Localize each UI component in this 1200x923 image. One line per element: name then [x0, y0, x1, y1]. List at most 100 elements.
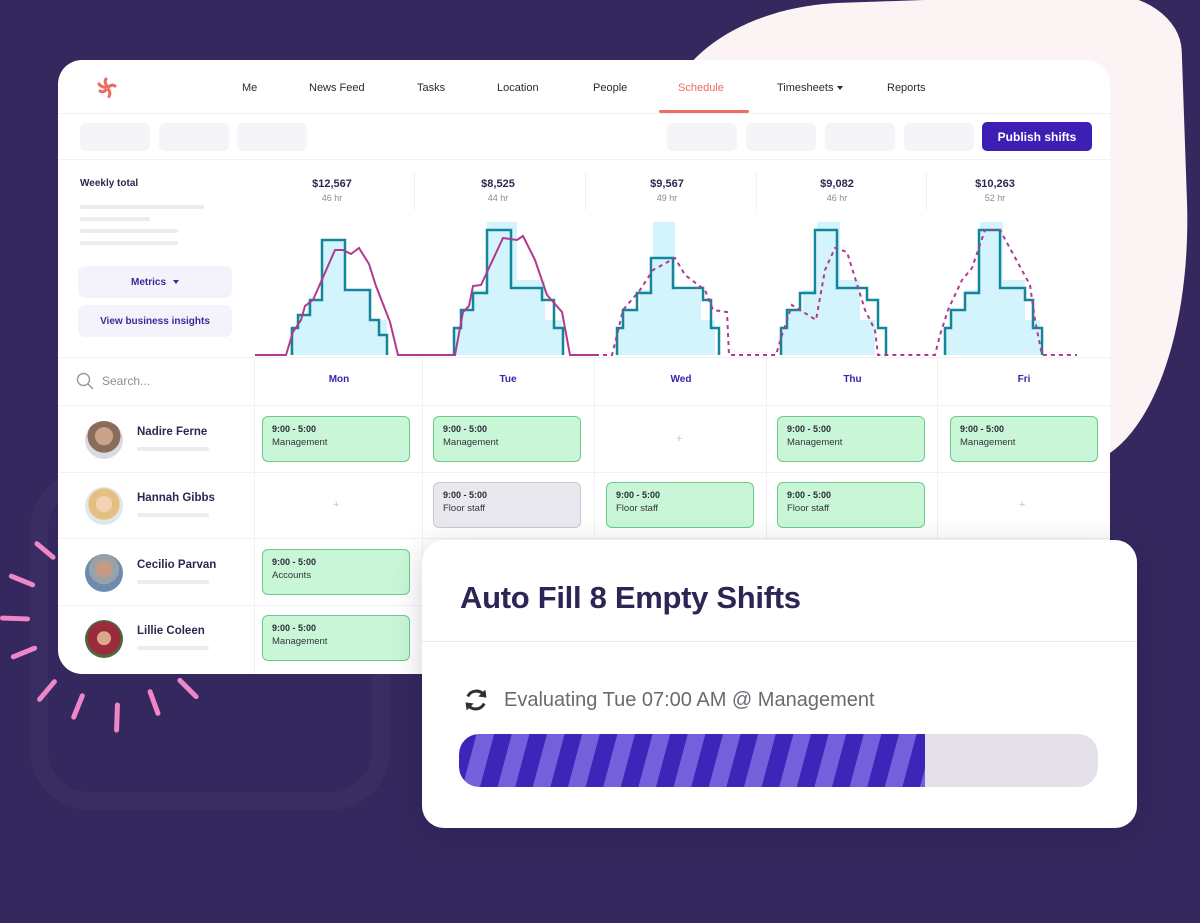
avatar[interactable]: [85, 620, 123, 658]
nav-me[interactable]: Me: [242, 82, 258, 94]
column-divider: [937, 357, 938, 674]
skeleton-line: [137, 513, 209, 517]
employee-name[interactable]: Hannah Gibbs: [137, 492, 215, 504]
employee-name[interactable]: Cecilio Parvan: [137, 559, 217, 571]
nav-reports[interactable]: Reports: [887, 82, 926, 94]
day-hours: 49 hr: [656, 193, 678, 203]
shift-time: 9:00 - 5:00: [272, 557, 317, 567]
shift-card-draft[interactable]: 9:00 - 5:00 Floor staff: [433, 482, 581, 528]
add-shift-button[interactable]: +: [676, 433, 683, 445]
day-metric-mon: $12,567 46 hr: [247, 178, 417, 203]
column-divider: [254, 357, 255, 674]
skeleton-line: [80, 217, 150, 221]
employee-name[interactable]: Nadire Ferne: [137, 426, 208, 438]
shift-role: Floor staff: [616, 503, 659, 514]
toolbar-placeholder-button[interactable]: [825, 123, 895, 151]
shift-role: Management: [960, 437, 1016, 448]
divider: [756, 172, 757, 210]
day-header-wed: Wed: [670, 374, 692, 385]
shift-card[interactable]: 9:00 - 5:00 Management: [950, 416, 1098, 462]
day-cost: $9,082: [820, 178, 854, 190]
search-placeholder: Search...: [102, 374, 151, 388]
nav-schedule[interactable]: Schedule: [678, 82, 724, 94]
day-header-fri: Fri: [1017, 374, 1031, 385]
day-hours: 52 hr: [984, 193, 1006, 203]
nav-timesheets[interactable]: Timesheets: [777, 82, 844, 94]
day-header-tue: Tue: [499, 374, 517, 385]
toolbar-placeholder-button[interactable]: [667, 123, 737, 151]
shift-card[interactable]: 9:00 - 5:00 Accounts: [262, 549, 410, 595]
schedule-header-row: Search... Mon Tue Wed Thu Fri: [58, 358, 1110, 406]
skeleton-line: [80, 229, 178, 233]
employee-name[interactable]: Lillie Coleen: [137, 625, 205, 637]
skeleton-line: [80, 241, 178, 245]
shift-role: Floor staff: [443, 503, 486, 514]
toolbar-placeholder-button[interactable]: [159, 123, 229, 151]
status-text: Evaluating Tue 07:00 AM @ Management: [504, 688, 875, 711]
day-hours: 46 hr: [826, 193, 848, 203]
avatar[interactable]: [85, 554, 123, 592]
toolbar-placeholder-button[interactable]: [904, 123, 974, 151]
toolbar-placeholder-button[interactable]: [237, 123, 307, 151]
day-cost: $10,263: [975, 178, 1015, 190]
starburst-logo-icon[interactable]: [96, 77, 118, 99]
shift-role: Management: [787, 437, 843, 448]
search-icon: [76, 372, 94, 390]
toolbar: Publish shifts: [58, 114, 1110, 160]
shift-role: Management: [443, 437, 499, 448]
column-divider: [422, 357, 423, 674]
add-shift-button[interactable]: +: [1019, 499, 1026, 511]
auto-fill-modal: Auto Fill 8 Empty Shifts Evaluating Tue …: [422, 540, 1137, 828]
skeleton-line: [137, 447, 209, 451]
shift-time: 9:00 - 5:00: [787, 424, 832, 434]
divider: [414, 172, 415, 210]
shift-time: 9:00 - 5:00: [787, 490, 832, 500]
autofill-status: Evaluating Tue 07:00 AM @ Management: [462, 686, 875, 714]
view-business-insights-button[interactable]: View business insights: [78, 305, 232, 337]
labor-demand-chart: [255, 222, 1077, 356]
metrics-panel: Weekly total Metrics View business insig…: [58, 160, 1110, 358]
toolbar-placeholder-button[interactable]: [746, 123, 816, 151]
day-cost: $12,567: [312, 178, 352, 190]
day-metric-thu: $9,082 46 hr: [752, 178, 922, 203]
nav-news-feed[interactable]: News Feed: [309, 82, 365, 94]
chevron-down-icon: [837, 86, 844, 91]
toolbar-placeholder-button[interactable]: [80, 123, 150, 151]
modal-title: Auto Fill 8 Empty Shifts: [460, 580, 801, 615]
shift-card[interactable]: 9:00 - 5:00 Management: [433, 416, 581, 462]
chevron-down-icon: [173, 280, 179, 284]
shift-role: Floor staff: [787, 503, 830, 514]
shift-card[interactable]: 9:00 - 5:00 Management: [262, 416, 410, 462]
nav-location[interactable]: Location: [497, 82, 539, 94]
metrics-dropdown-button[interactable]: Metrics: [78, 266, 232, 298]
employee-row: Lillie Coleen 9:00 - 5:00 Management: [58, 606, 1110, 672]
shift-card[interactable]: 9:00 - 5:00 Management: [777, 416, 925, 462]
day-header-mon: Mon: [328, 374, 350, 385]
shift-time: 9:00 - 5:00: [272, 623, 317, 633]
employee-row: Nadire Ferne 9:00 - 5:00 Management 9:00…: [58, 407, 1110, 473]
shift-card[interactable]: 9:00 - 5:00 Management: [262, 615, 410, 661]
day-metric-tue: $8,525 44 hr: [413, 178, 583, 203]
metrics-button-label: Metrics: [130, 276, 166, 288]
shift-role: Accounts: [272, 570, 312, 581]
shift-card[interactable]: 9:00 - 5:00 Floor staff: [777, 482, 925, 528]
nav-tasks[interactable]: Tasks: [417, 82, 446, 94]
shift-time: 9:00 - 5:00: [272, 424, 317, 434]
nav-people[interactable]: People: [593, 82, 628, 94]
weekly-total-label: Weekly total: [80, 178, 139, 189]
day-metric-fri: $10,263 52 hr: [910, 178, 1080, 203]
avatar[interactable]: [85, 487, 123, 525]
search-input[interactable]: Search...: [76, 372, 150, 390]
publish-shifts-button[interactable]: Publish shifts: [982, 122, 1092, 151]
divider: [926, 172, 927, 210]
shift-card[interactable]: 9:00 - 5:00 Floor staff: [606, 482, 754, 528]
shift-time: 9:00 - 5:00: [960, 424, 1005, 434]
day-cost: $8,525: [481, 178, 515, 190]
skeleton-line: [137, 580, 209, 584]
day-cost: $9,567: [650, 178, 684, 190]
add-shift-button[interactable]: +: [333, 499, 340, 511]
nav-timesheets-label: Timesheets: [777, 82, 834, 94]
shift-role: Management: [272, 437, 328, 448]
avatar[interactable]: [85, 421, 123, 459]
skeleton-line: [137, 646, 209, 650]
